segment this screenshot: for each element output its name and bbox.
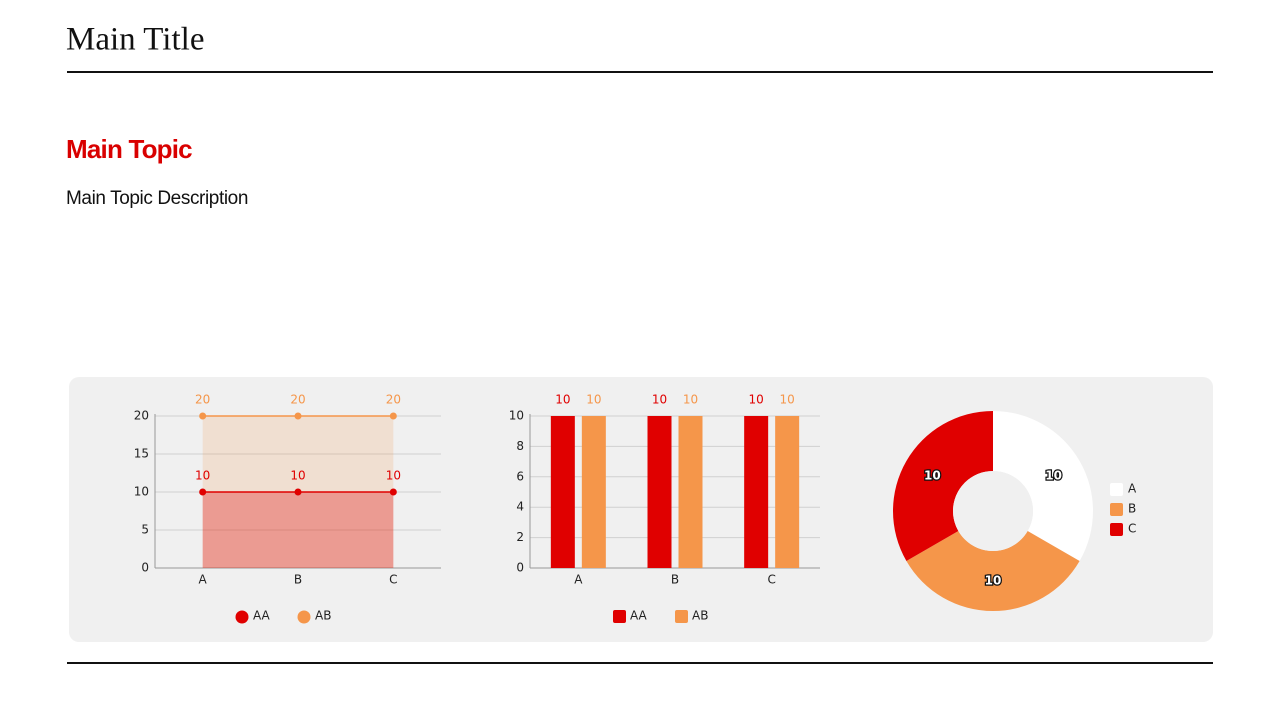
bar: [775, 416, 800, 568]
legend-swatch: [1110, 483, 1123, 496]
legend-swatch: [1110, 503, 1123, 516]
donut-slice: [906, 531, 1080, 611]
legend-label: AB: [692, 609, 708, 623]
point: [294, 488, 302, 496]
bar: [647, 416, 672, 568]
x-tick-label: C: [389, 573, 397, 587]
donut-hole: [953, 471, 1033, 551]
value-label: 10: [555, 393, 570, 407]
main-title: Main Title: [66, 22, 204, 58]
value-label: 10: [652, 393, 667, 407]
point: [389, 412, 397, 420]
y-tick-label: 15: [134, 447, 149, 461]
donut-slice: [892, 411, 993, 561]
y-tick-label: 6: [516, 469, 524, 483]
y-tick-label: 0: [516, 561, 524, 575]
value-label: 10: [290, 469, 305, 483]
value-label: 10: [586, 393, 601, 407]
legend-swatch: [613, 610, 626, 623]
legend-swatch: [235, 610, 249, 624]
point: [294, 412, 302, 420]
x-tick-label: B: [294, 573, 302, 587]
bar: [678, 416, 703, 568]
value-label: 10: [749, 393, 764, 407]
donut-slice: [993, 411, 1093, 561]
slice-label: 10: [924, 469, 941, 483]
legend-label: AA: [630, 609, 648, 623]
value-label: 10: [780, 393, 795, 407]
y-tick-label: 4: [516, 500, 524, 514]
point: [199, 488, 207, 496]
value-label: 10: [195, 469, 210, 483]
area: [202, 492, 394, 568]
x-tick-label: A: [199, 573, 208, 587]
value-label: 20: [290, 393, 305, 407]
legend-label: AA: [253, 609, 271, 623]
legend-swatch: [1110, 523, 1123, 536]
legend-label: B: [1128, 502, 1136, 516]
x-tick-label: A: [574, 573, 583, 587]
x-tick-label: B: [671, 573, 679, 587]
x-tick-label: C: [767, 573, 775, 587]
bar: [744, 416, 769, 568]
value-label: 20: [386, 393, 401, 407]
y-tick-label: 8: [516, 439, 524, 453]
slice-label: 10: [985, 574, 1002, 588]
topic: Main Topic: [66, 134, 192, 164]
y-tick-label: 0: [141, 561, 149, 575]
y-tick-label: 10: [134, 485, 149, 499]
legend-label: C: [1128, 522, 1136, 536]
value-label: 10: [683, 393, 698, 407]
y-tick-label: 20: [134, 409, 149, 423]
point: [389, 488, 397, 496]
description: Main Topic Description: [66, 188, 248, 209]
legend-swatch: [675, 610, 688, 623]
bar: [550, 416, 575, 568]
legend-swatch: [297, 610, 311, 624]
bar: [581, 416, 606, 568]
y-tick-label: 5: [141, 523, 149, 537]
value-label: 20: [195, 393, 210, 407]
y-tick-label: 10: [509, 409, 524, 423]
slice-label: 10: [1045, 469, 1062, 483]
y-tick-label: 2: [516, 530, 524, 544]
legend-label: A: [1128, 482, 1137, 496]
legend-label: AB: [315, 609, 331, 623]
value-label: 10: [386, 469, 401, 483]
point: [199, 412, 207, 420]
